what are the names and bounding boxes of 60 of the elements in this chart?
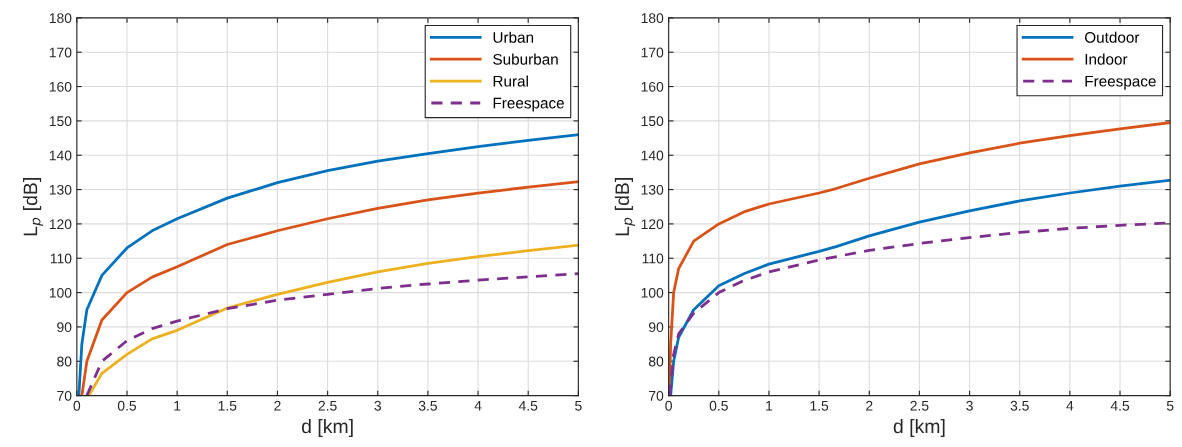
y-tick-label: 180 — [49, 13, 72, 24]
y-tick-label: 90 — [648, 322, 664, 333]
x-tick-label: 1.5 — [810, 400, 829, 411]
legend-label: Urban — [493, 31, 534, 43]
y-tick-label: 70 — [57, 390, 72, 401]
y-tick-label: 160 — [49, 81, 72, 92]
line-series — [85, 272, 579, 396]
legend-label: Freespace — [493, 97, 564, 112]
x-tick-label: 3.5 — [418, 400, 437, 411]
x-tick-label: 1 — [174, 400, 181, 411]
x-tick-label: 0.5 — [117, 400, 137, 411]
x-tick-label: 3.5 — [1010, 400, 1029, 411]
x-axis-title: d [km] — [893, 418, 945, 438]
x-tick-label: 3 — [966, 400, 973, 411]
y-tick-label: 170 — [641, 47, 664, 58]
x-tick-label: 4 — [474, 400, 482, 411]
x-tick-label: 2.5 — [910, 400, 929, 411]
y-tick-label: 130 — [49, 184, 72, 195]
y-tick-label: 150 — [641, 116, 664, 127]
y-tick-label: 80 — [648, 356, 664, 367]
x-tick-label: 5 — [1166, 400, 1174, 411]
y-tick-label: 100 — [49, 287, 72, 298]
line-series — [87, 243, 579, 396]
x-tick-label: 1.5 — [218, 400, 237, 411]
x-tick-label: 1 — [766, 400, 773, 411]
legend-label: Indoor — [1085, 53, 1128, 65]
y-tick-label: 70 — [649, 390, 664, 401]
y-tick-label: 120 — [641, 219, 664, 230]
y-tick-label: 110 — [50, 253, 72, 264]
x-tick-label: 2 — [274, 400, 281, 411]
y-axis-title: L$_{p}$ [dB] — [23, 178, 44, 236]
y-tick-label: 160 — [641, 81, 664, 92]
x-tick-label: 5 — [575, 400, 582, 411]
y-tick-label: 100 — [641, 287, 664, 298]
x-tick-label: 0 — [665, 400, 672, 411]
legend-label: Suburban — [493, 53, 558, 65]
x-tick-label: 4.5 — [518, 400, 538, 411]
x-tick-label: 3 — [374, 400, 381, 411]
y-tick-label: 120 — [49, 219, 72, 230]
y-tick-label: 130 — [641, 184, 664, 195]
x-tick-label: 0 — [73, 400, 81, 411]
y-tick-label: 110 — [642, 253, 664, 264]
x-tick-label: 4.5 — [1110, 400, 1130, 411]
legend-label: Outdoor — [1084, 31, 1140, 43]
y-tick-label: 90 — [57, 322, 72, 333]
y-tick-label: 140 — [641, 150, 664, 161]
x-tick-label: 2 — [866, 400, 873, 411]
y-tick-label: 170 — [49, 47, 72, 58]
x-tick-label: 4 — [1066, 400, 1074, 411]
x-tick-label: 0.5 — [709, 400, 728, 411]
legend-label: Freespace — [1085, 75, 1156, 90]
y-tick-label: 150 — [49, 116, 72, 127]
y-axis-title: L$_{p}$ [dB] — [614, 178, 635, 236]
x-axis-title: d [km] — [301, 418, 353, 438]
y-tick-label: 140 — [49, 150, 72, 161]
y-tick-label: 180 — [641, 13, 664, 24]
line-series — [80, 180, 579, 396]
y-tick-label: 80 — [57, 356, 72, 367]
x-tick-label: 2.5 — [318, 400, 337, 411]
legend-label: Rural — [493, 75, 528, 87]
